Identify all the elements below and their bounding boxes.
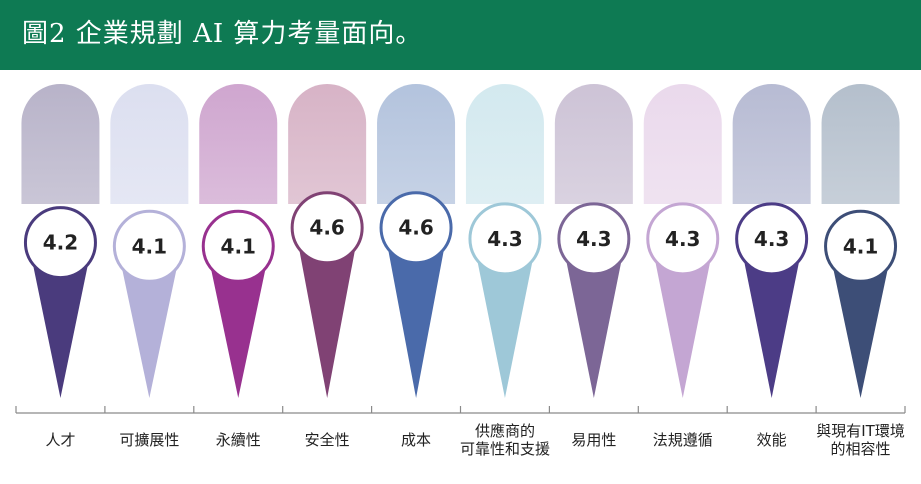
- category-label: 法規遵循: [653, 431, 713, 449]
- value-marker: [557, 202, 631, 276]
- bar-spike: [828, 246, 893, 398]
- value-marker: [379, 191, 453, 265]
- bar-spike: [117, 246, 182, 398]
- category-label: 安全性: [305, 431, 350, 449]
- category-label: 人才: [45, 431, 75, 449]
- category-label: 供應商的: [475, 422, 535, 440]
- category-label: 易用性: [571, 431, 616, 449]
- bar-backdrop: [377, 84, 456, 204]
- bar-backdrop: [199, 84, 278, 204]
- bar-spike: [472, 238, 537, 398]
- data-label: 4.1: [221, 234, 256, 258]
- bar-backdrop: [465, 84, 544, 204]
- data-label: 4.3: [487, 227, 522, 251]
- bar-spike: [28, 242, 93, 398]
- category-label: 可靠性和支援: [460, 440, 550, 458]
- category-label: 永續性: [216, 431, 261, 449]
- data-label: 4.6: [309, 216, 344, 240]
- data-label: 4.6: [398, 216, 433, 240]
- chart-title: 圖2 企業規劃 AI 算力考量面向。: [22, 19, 423, 49]
- bar-spike: [206, 246, 271, 398]
- value-marker: [735, 202, 809, 276]
- bar-backdrop: [110, 84, 189, 204]
- data-label: 4.2: [43, 231, 78, 255]
- bar-backdrop: [643, 84, 722, 204]
- value-marker: [824, 209, 898, 283]
- title-banner: 圖2 企業規劃 AI 算力考量面向。: [0, 0, 921, 70]
- bar-backdrop: [732, 84, 811, 204]
- category-label: 的相容性: [831, 440, 891, 458]
- data-label: 4.1: [843, 234, 878, 258]
- value-marker: [646, 202, 720, 276]
- value-marker: [112, 209, 186, 283]
- value-marker: [468, 202, 542, 276]
- bar-backdrop: [21, 84, 100, 204]
- data-label: 4.3: [576, 227, 611, 251]
- bar-spike: [739, 238, 804, 398]
- data-label: 4.3: [754, 227, 789, 251]
- bar-backdrop: [288, 84, 367, 204]
- bar-backdrop: [554, 84, 633, 204]
- bar-spike: [384, 227, 449, 398]
- data-label: 4.1: [132, 234, 167, 258]
- category-label: 與現有IT環境: [816, 422, 905, 440]
- category-label: 成本: [401, 431, 431, 449]
- value-marker: [290, 191, 364, 265]
- value-marker: [201, 209, 275, 283]
- bar-spike: [561, 238, 626, 398]
- value-marker: [23, 206, 97, 280]
- bar-backdrop: [821, 84, 900, 204]
- data-label: 4.3: [665, 227, 700, 251]
- bar-spike: [650, 238, 715, 398]
- category-label: 可擴展性: [119, 431, 179, 449]
- bar-spike: [295, 227, 360, 398]
- category-label: 效能: [757, 431, 787, 449]
